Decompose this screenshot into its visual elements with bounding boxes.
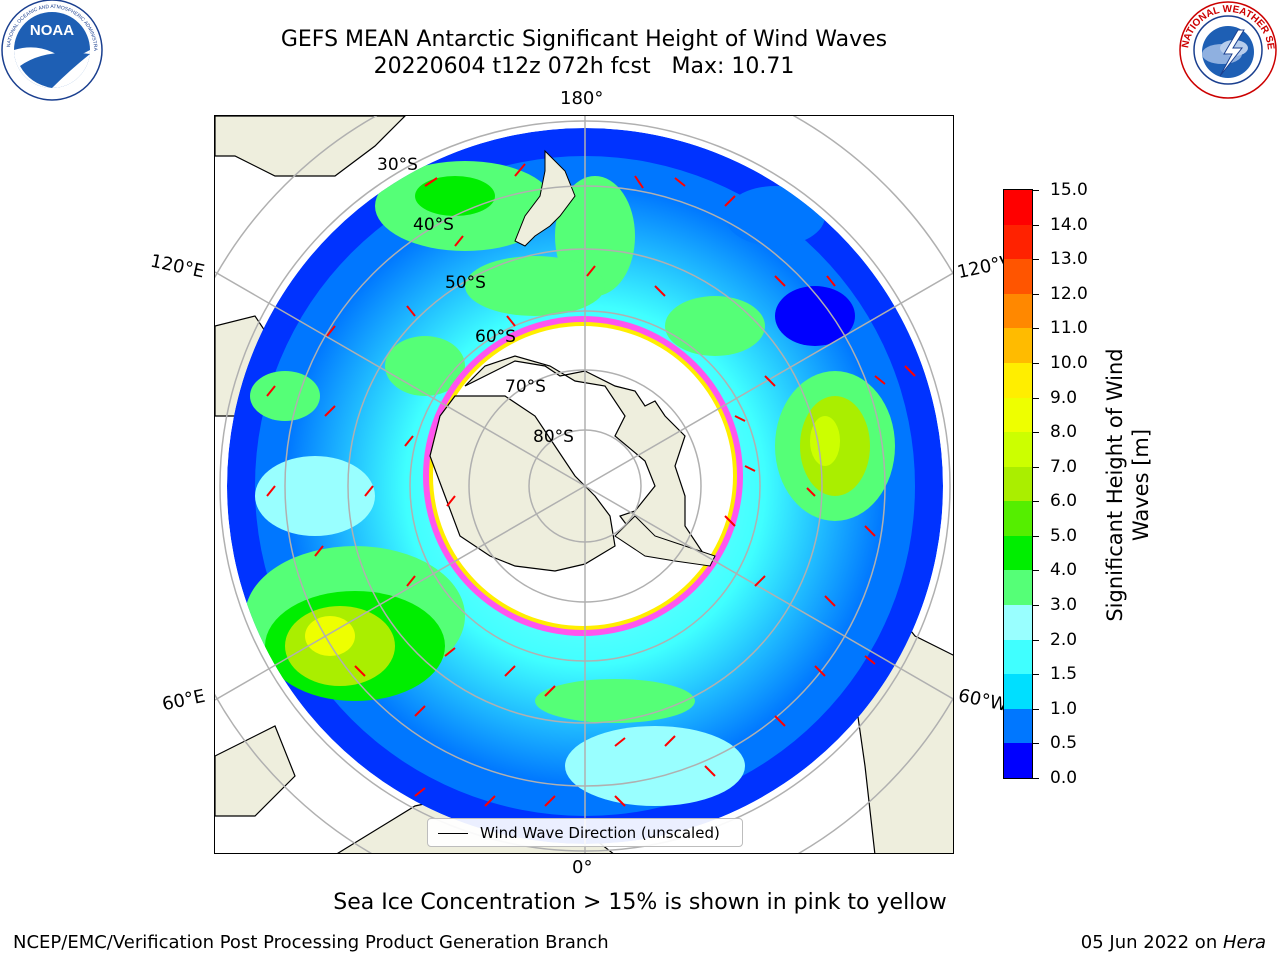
- colorbar-tick-mark: [1033, 570, 1039, 572]
- legend-line-sample: [438, 833, 468, 834]
- noaa-logo-text: NOAA: [30, 22, 74, 39]
- colorbar-segment: [1004, 397, 1032, 433]
- colorbar-tick-mark: [1033, 501, 1039, 503]
- chart-title: GEFS MEAN Antarctic Significant Height o…: [214, 26, 954, 80]
- colorbar-tick-mark: [1033, 674, 1039, 676]
- colorbar-segment: [1004, 639, 1032, 675]
- colorbar-tick-label: 0.5: [1050, 733, 1078, 754]
- colorbar-tick-label: 10.0: [1050, 352, 1088, 373]
- colorbar: [1003, 189, 1033, 779]
- lat-label-30s: 30°S: [377, 155, 418, 175]
- colorbar-tick-mark: [1033, 535, 1039, 537]
- colorbar-segment: [1004, 327, 1032, 363]
- colorbar-segment: [1004, 258, 1032, 294]
- colorbar-tick-label: 5.0: [1050, 525, 1078, 546]
- lat-label-80s: 80°S: [533, 427, 574, 447]
- footer-date: 05 Jun 2022 on: [1080, 932, 1223, 953]
- colorbar-tick-label: 7.0: [1050, 456, 1078, 477]
- colorbar-tick-mark: [1033, 743, 1039, 745]
- wind-wave-arrows: [266, 163, 916, 807]
- colorbar-segment: [1004, 224, 1032, 260]
- colorbar-title: Significant Height of Wind Waves [m]: [1102, 325, 1154, 645]
- lat-label-70s: 70°S: [505, 377, 546, 397]
- lon-label-180: 180°: [560, 88, 604, 109]
- colorbar-tick-label: 1.5: [1050, 664, 1078, 685]
- colorbar-tick-mark: [1033, 190, 1039, 191]
- lon-label-60e: 60°E: [160, 685, 207, 716]
- colorbar-tick-mark: [1033, 362, 1039, 364]
- colorbar-tick-mark: [1033, 328, 1039, 330]
- colorbar-tick-label: 12.0: [1050, 283, 1088, 304]
- colorbar-tick-label: 3.0: [1050, 595, 1078, 616]
- colorbar-tick-mark: [1033, 224, 1039, 226]
- polar-map-svg: 30°S 40°S 50°S 60°S 70°S 80°S: [215, 116, 953, 853]
- antarctic-peninsula: [614, 515, 716, 567]
- footer-timestamp: 05 Jun 2022 on Hera: [1081, 932, 1266, 953]
- lat-label-50s: 50°S: [445, 273, 486, 293]
- national-weather-service-logo: NATIONAL WEATHER SERVICE: [1176, 0, 1277, 99]
- colorbar-tick-label: 1.0: [1050, 698, 1078, 719]
- colorbar-tick-label: 0.0: [1050, 768, 1078, 788]
- colorbar-tick-mark: [1033, 639, 1039, 641]
- colorbar-segment: [1004, 673, 1032, 709]
- colorbar-title-line-2: Waves [m]: [1129, 428, 1153, 542]
- lat-label-40s: 40°S: [413, 215, 454, 235]
- colorbar-tick-label: 4.0: [1050, 560, 1078, 581]
- colorbar-segment: [1004, 466, 1032, 502]
- colorbar-tick-mark: [1033, 432, 1039, 434]
- colorbar-segment: [1004, 569, 1032, 606]
- map-legend: Wind Wave Direction (unscaled): [427, 818, 743, 847]
- colorbar-tick-label: 2.0: [1050, 629, 1078, 650]
- lon-label-60w: 60°W: [956, 685, 1010, 716]
- colorbar-segment: [1004, 708, 1032, 744]
- colorbar-tick-label: 6.0: [1050, 491, 1078, 512]
- footer-host: Hera: [1222, 932, 1266, 953]
- footer-credit: NCEP/EMC/Verification Post Processing Pr…: [13, 932, 609, 953]
- title-line-2: 20220604 t12z 072h fcst Max: 10.71: [373, 54, 795, 79]
- lon-label-120e: 120°E: [148, 250, 207, 283]
- colorbar-tick-mark: [1033, 397, 1039, 399]
- colorbar-segment: [1004, 293, 1032, 329]
- colorbar-tick-label: 8.0: [1050, 422, 1078, 443]
- colorbar-tick-mark: [1033, 708, 1039, 710]
- colorbar-segment: [1004, 362, 1032, 398]
- colorbar-tick-mark: [1033, 605, 1039, 607]
- lat-label-60s: 60°S: [475, 327, 516, 347]
- lon-label-0: 0°: [572, 857, 593, 878]
- colorbar-tick-mark: [1033, 259, 1039, 261]
- noaa-logo: NOAA NATIONAL OCEANIC AND ATMOSPHERIC AD…: [0, 0, 103, 101]
- sea-ice-note: Sea Ice Concentration > 15% is shown in …: [333, 890, 947, 915]
- colorbar-tick-label: 13.0: [1050, 249, 1088, 270]
- colorbar-segment: [1004, 535, 1032, 571]
- colorbar-segment: [1004, 742, 1032, 778]
- colorbar-tick-label: 14.0: [1050, 214, 1088, 235]
- colorbar-segment: [1004, 500, 1032, 536]
- colorbar-tick-mark: [1033, 778, 1039, 779]
- title-line-1: GEFS MEAN Antarctic Significant Height o…: [280, 27, 888, 52]
- colorbar-tick-label: 9.0: [1050, 387, 1078, 408]
- colorbar-segment: [1004, 431, 1032, 467]
- legend-text: Wind Wave Direction (unscaled): [480, 824, 720, 842]
- colorbar-tick-label: 15.0: [1050, 180, 1088, 200]
- colorbar-segment: [1004, 604, 1032, 640]
- colorbar-title-line-1: Significant Height of Wind: [1103, 348, 1127, 622]
- colorbar-segment: [1004, 189, 1032, 225]
- new-zealand: [514, 149, 576, 247]
- polar-map: 30°S 40°S 50°S 60°S 70°S 80°S Wind Wave …: [214, 115, 954, 854]
- colorbar-tick-mark: [1033, 293, 1039, 295]
- lat-lon-grid: [215, 116, 953, 853]
- colorbar-tick-label: 11.0: [1050, 318, 1088, 339]
- colorbar-tick-mark: [1033, 466, 1039, 468]
